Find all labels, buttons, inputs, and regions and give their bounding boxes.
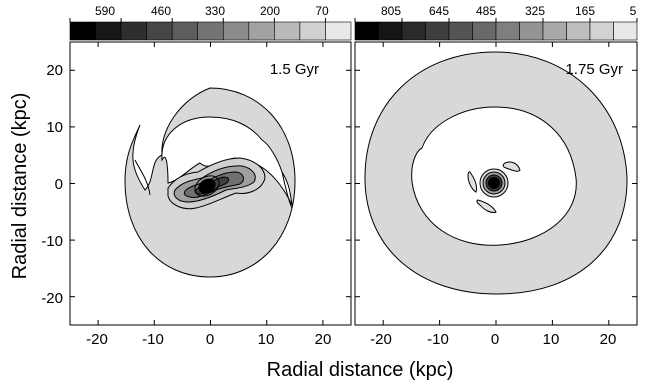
colorbar-swatch xyxy=(120,21,147,41)
y-tick-label: -10 xyxy=(41,233,63,250)
y-tick-label: 20 xyxy=(46,62,63,79)
colorbar-left-labels: 590 460 330 200 70 xyxy=(95,4,329,18)
colorbar-swatch xyxy=(222,21,250,41)
colorbar-swatch xyxy=(325,21,352,41)
core-peak xyxy=(488,177,500,189)
colorbar-left xyxy=(69,18,352,41)
colorbar-right xyxy=(354,18,638,41)
colorbar-swatch xyxy=(472,21,497,41)
colorbar-swatch xyxy=(566,21,591,41)
colorbar-swatch xyxy=(448,21,473,41)
axis-ticks-right xyxy=(355,42,637,325)
x-tick-label: -20 xyxy=(370,331,392,348)
x-tick-label: 10 xyxy=(543,331,560,348)
colorbar-swatch xyxy=(378,21,403,41)
colorbar-swatch xyxy=(95,21,122,41)
colorbar-swatch xyxy=(171,21,199,41)
y-tick-label: 0 xyxy=(55,176,63,193)
colorbar-swatch xyxy=(69,21,96,41)
colorbar-swatch xyxy=(589,21,614,41)
ring-right xyxy=(364,51,628,295)
colorbar-right-tick: 5 xyxy=(630,4,637,18)
panel-label-left: 1.5 Gyr xyxy=(270,61,319,78)
y-axis-title: Radial distance (kpc) xyxy=(9,93,31,280)
colorbar-swatch xyxy=(248,21,275,41)
bar-core xyxy=(198,178,216,194)
colorbar-right-tick: 165 xyxy=(575,4,595,18)
colorbar-right-tick: 325 xyxy=(525,4,545,18)
x-tick-label: 10 xyxy=(258,331,275,348)
colorbar-swatch xyxy=(354,21,379,41)
x-tick-label: -10 xyxy=(142,331,164,348)
colorbar-left-tick: 330 xyxy=(205,4,225,18)
y-tick-label: -20 xyxy=(41,290,63,307)
colorbar-swatch xyxy=(519,21,544,41)
colorbar-left-tick: 70 xyxy=(315,4,329,18)
colorbar-swatch xyxy=(613,21,638,41)
colorbar-swatch xyxy=(495,21,520,41)
core-right xyxy=(467,161,521,213)
x-tick-label: 20 xyxy=(315,331,332,348)
x-tick-label: -20 xyxy=(86,331,108,348)
y-tick-label: 10 xyxy=(46,119,63,136)
colorbar-right-labels: 805 645 485 325 165 5 xyxy=(381,4,637,18)
panel-1-75-gyr: 805 645 485 325 165 5 -20 -10 0 10 20 xyxy=(354,4,638,348)
bar-core-ring xyxy=(194,175,220,197)
colorbar-right-tick: 485 xyxy=(476,4,496,18)
colorbar-left-tick: 460 xyxy=(151,4,171,18)
colorbar-swatch xyxy=(542,21,567,41)
arc xyxy=(467,171,477,193)
colorbar-right-tick: 645 xyxy=(429,4,449,18)
arc xyxy=(476,199,497,213)
colorbar-right-tick: 805 xyxy=(381,4,401,18)
arc xyxy=(502,161,521,172)
colorbar-left-tick: 200 xyxy=(260,4,280,18)
panel-1-5-gyr: 590 460 330 200 70 -20 -10 0 10 20 xyxy=(41,4,352,348)
y-tick-labels-left: 20 10 0 -10 -20 xyxy=(41,62,63,307)
ring-left-tail xyxy=(134,159,293,209)
x-axis-title: Radial distance (kpc) xyxy=(267,359,454,381)
x-tick-label: 20 xyxy=(600,331,617,348)
colorbar-swatch xyxy=(425,21,450,41)
x-tick-labels-right: -20 -10 0 10 20 xyxy=(370,331,616,348)
axis-ticks-left xyxy=(70,42,351,325)
x-tick-label: -10 xyxy=(427,331,449,348)
panel-label-right: 1.75 Gyr xyxy=(565,61,623,78)
bar-left xyxy=(167,157,266,210)
colorbar-swatch xyxy=(401,21,426,41)
colorbar-swatch xyxy=(299,21,326,41)
colorbar-swatch xyxy=(274,21,301,41)
colorbar-swatch xyxy=(197,21,224,41)
x-tick-labels-left: -20 -10 0 10 20 xyxy=(86,331,331,348)
x-tick-label: 0 xyxy=(491,331,499,348)
colorbar-swatch xyxy=(146,21,173,41)
colorbar-left-tick: 590 xyxy=(95,4,115,18)
x-tick-label: 0 xyxy=(206,331,214,348)
